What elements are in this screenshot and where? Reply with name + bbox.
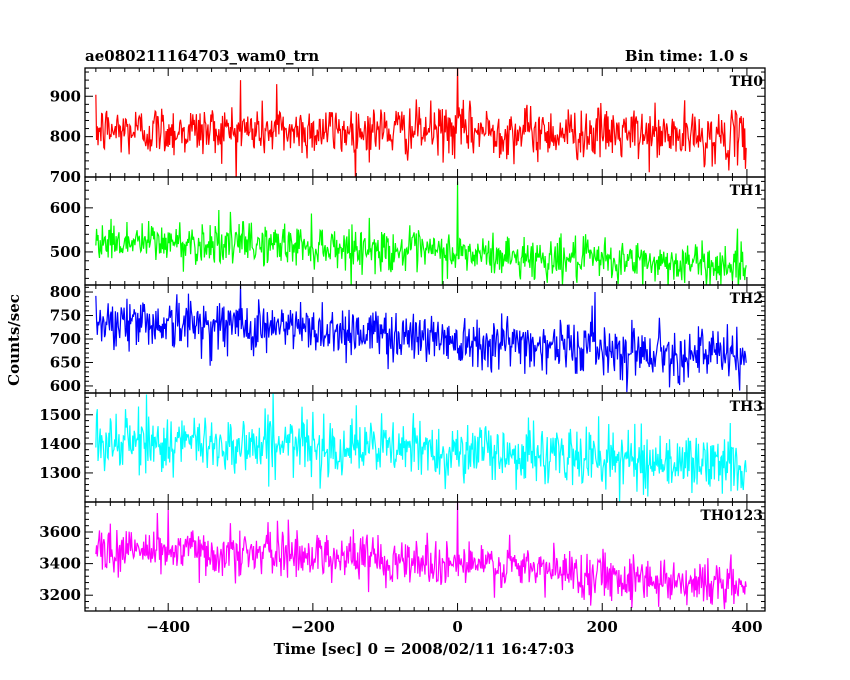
panel-frame [84, 501, 766, 612]
y-tick-label: 500 [50, 243, 81, 261]
series-line-th3 [95, 393, 747, 502]
y-tick-label: 600 [50, 199, 81, 217]
panel-frame [84, 176, 766, 286]
y-tick-label: 600 [50, 377, 81, 395]
bin-time-label: Bin time: 1.0 s [625, 47, 748, 65]
observation-id-title: ae080211164703_wam0_trn [85, 47, 319, 65]
y-tick-label: 3400 [39, 555, 81, 573]
panel-label-th3: TH3 [730, 399, 763, 415]
panel-th0: 700 800 900 TH0 [50, 67, 766, 186]
y-tick-label: 800 [50, 128, 81, 146]
y-tick-label: 3600 [39, 523, 81, 541]
y-tick-label: 700 [50, 330, 81, 348]
series-line-th2 [95, 285, 747, 393]
panel-label-th2: TH2 [730, 291, 763, 307]
y-tick-label: 3200 [39, 586, 81, 604]
panel-label-th0: TH0 [730, 74, 764, 90]
y-tick-label: 1400 [39, 435, 81, 453]
panel-th3: 1300 1400 1500 TH3 [39, 392, 766, 503]
x-tick-label: 0 [452, 618, 462, 636]
series-line-th1 [95, 181, 747, 285]
y-tick-label: 1300 [39, 464, 81, 482]
x-tick-label: −200 [291, 618, 335, 636]
y-tick-label: 750 [50, 307, 81, 325]
x-tick-label: 400 [731, 618, 762, 636]
light-curve-panels: 700 800 900 TH0 500 600 TH1 600 650 700 750 800 TH2 1… [39, 67, 766, 612]
y-tick-label: 900 [50, 87, 81, 105]
panel-th1: 500 600 TH1 [50, 176, 766, 286]
y-tick-label: 800 [50, 283, 81, 301]
y-axis-title: Counts/sec [5, 294, 23, 386]
x-tick-label: 200 [587, 618, 618, 636]
series-line-th0 [95, 68, 747, 177]
y-tick-label: 1500 [39, 406, 81, 424]
panel-label-th1: TH1 [730, 183, 763, 199]
y-tick-label: 700 [50, 168, 81, 186]
panel-th0123: 3200 3400 3600 TH0123 [39, 501, 766, 612]
panel-th2: 600 650 700 750 800 TH2 [50, 283, 766, 395]
series-line-th0123 [95, 502, 747, 610]
x-axis-title: Time [sec] 0 = 2008/02/11 16:47:03 [274, 640, 575, 658]
y-tick-label: 650 [50, 353, 81, 371]
x-tick-label: −400 [146, 618, 190, 636]
time-axis: −400 −200 0 200 400 [146, 618, 762, 636]
panel-label-th0123: TH0123 [700, 508, 763, 524]
